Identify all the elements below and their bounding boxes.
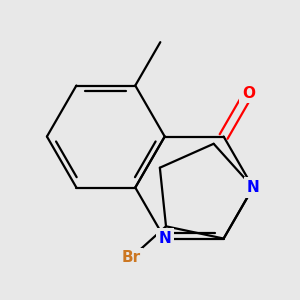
- Text: N: N: [247, 180, 260, 195]
- Text: Br: Br: [122, 250, 141, 265]
- Text: O: O: [242, 86, 255, 101]
- Text: N: N: [158, 231, 171, 246]
